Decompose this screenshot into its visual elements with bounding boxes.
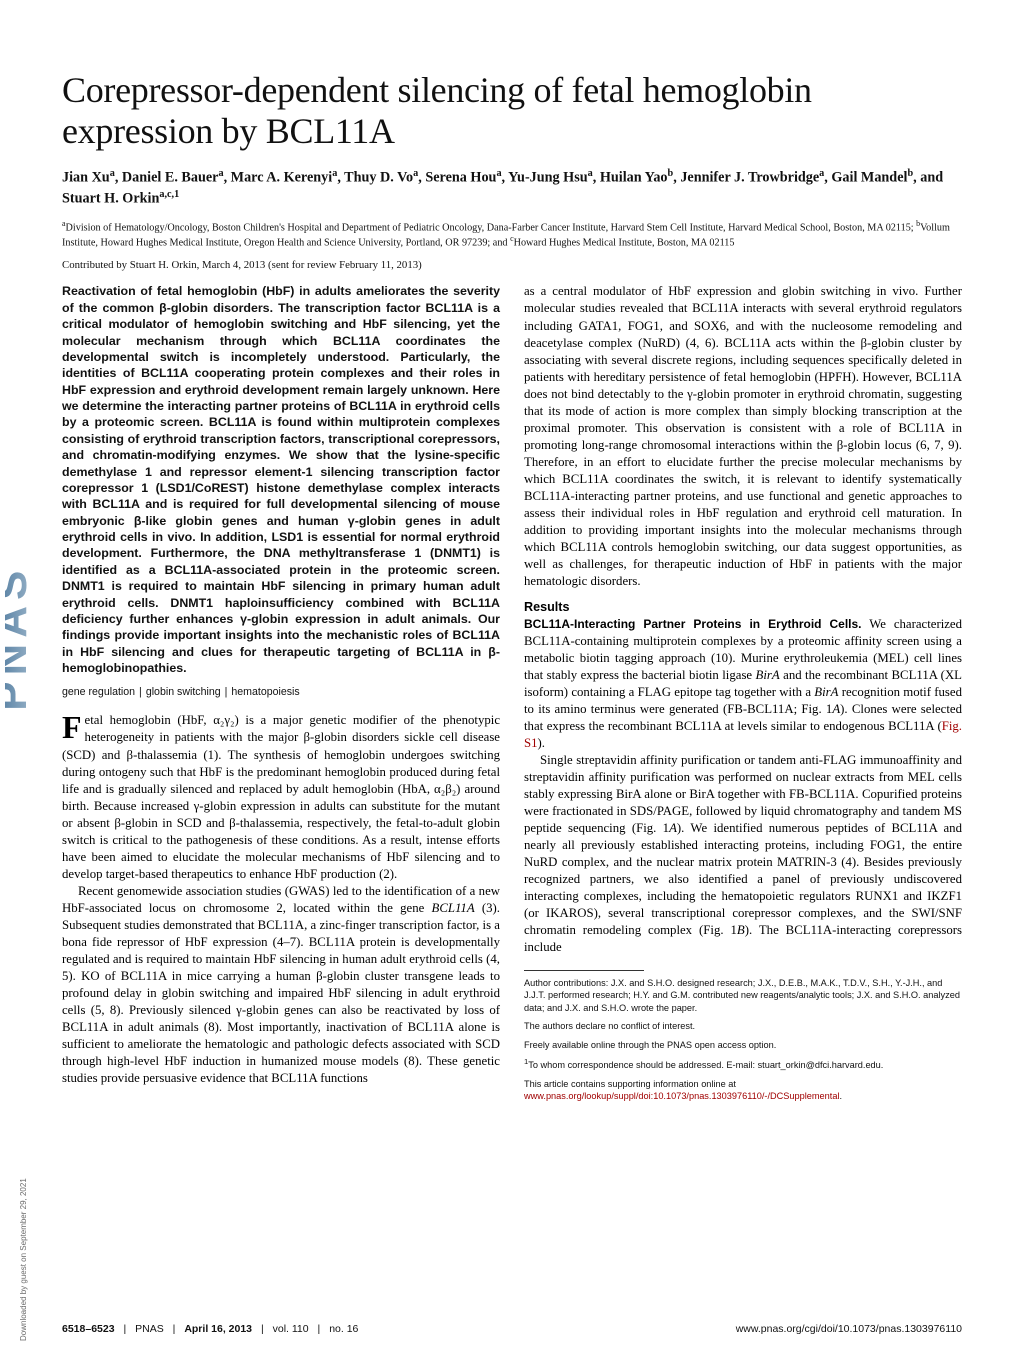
intro-paragraph-1-text: etal hemoglobin (HbF, α₂γ₂) is a major g… xyxy=(62,713,500,880)
affiliations: aDivision of Hematology/Oncology, Boston… xyxy=(62,219,962,250)
footnote-open-access: Freely available online through the PNAS… xyxy=(524,1039,962,1051)
page-content: Corepressor-dependent silencing of fetal… xyxy=(62,70,962,1306)
intro-paragraph-2: Recent genomewide association studies (G… xyxy=(62,883,500,1087)
footnote-si-pre: This article contains supporting informa… xyxy=(524,1079,736,1089)
footnote-rule xyxy=(524,970,644,971)
article-title: Corepressor-dependent silencing of fetal… xyxy=(62,70,962,153)
keyword: hematopoiesis xyxy=(231,686,299,698)
results-subheading: BCL11A-Interacting Partner Proteins in E… xyxy=(524,617,862,631)
pnas-logo: PNAS PNAS xyxy=(5,90,47,730)
footer-no: no. 16 xyxy=(329,1323,358,1335)
download-note: Downloaded by guest on September 29, 202… xyxy=(19,1178,28,1341)
results-paragraph-1: BCL11A-Interacting Partner Proteins in E… xyxy=(524,616,962,752)
results-paragraph-1-text: We characterized BCL11A-containing multi… xyxy=(524,617,962,750)
results-heading: Results xyxy=(524,600,962,614)
footnote-supporting-info: This article contains supporting informa… xyxy=(524,1078,962,1103)
dropcap: F xyxy=(62,712,85,741)
abstract: Reactivation of fetal hemoglobin (HbF) i… xyxy=(62,283,500,676)
footer-vol: vol. 110 xyxy=(273,1323,309,1335)
keyword: globin switching xyxy=(146,686,221,698)
footnote-correspondence: 1To whom correspondence should be addres… xyxy=(524,1057,962,1071)
footer-doi: www.pnas.org/cgi/doi/10.1073/pnas.130397… xyxy=(736,1323,962,1335)
results-paragraph-2: Single streptavidin affinity purificatio… xyxy=(524,752,962,956)
footnote-coi: The authors declare no conflict of inter… xyxy=(524,1020,962,1032)
footer-pages: 6518–6523 xyxy=(62,1323,115,1335)
intro-paragraph-1: Fetal hemoglobin (HbF, α₂γ₂) is a major … xyxy=(62,712,500,882)
supporting-info-link[interactable]: www.pnas.org/lookup/suppl/doi:10.1073/pn… xyxy=(524,1091,839,1101)
contributed-line: Contributed by Stuart H. Orkin, March 4,… xyxy=(62,259,962,271)
keyword: gene regulation xyxy=(62,686,135,698)
footer-date: April 16, 2013 xyxy=(184,1323,252,1335)
author-list: Jian Xua, Daniel E. Bauera, Marc A. Kere… xyxy=(62,167,962,209)
keywords: gene regulation|globin switching|hematop… xyxy=(62,686,500,698)
footnote-si-post: . xyxy=(839,1091,842,1101)
pnas-logo-text: PNAS PNAS xyxy=(5,565,36,730)
intro-paragraph-3: as a central modulator of HbF expression… xyxy=(524,283,962,589)
footnote-contributions: Author contributions: J.X. and S.H.O. de… xyxy=(524,977,962,1014)
page-footer: 6518–6523 | PNAS | April 16, 2013 | vol.… xyxy=(62,1323,962,1335)
two-column-body: Reactivation of fetal hemoglobin (HbF) i… xyxy=(62,283,962,1306)
footer-journal: PNAS xyxy=(135,1323,164,1335)
footer-left: 6518–6523 | PNAS | April 16, 2013 | vol.… xyxy=(62,1323,358,1335)
pnas-logo-svg: PNAS PNAS xyxy=(5,90,47,730)
